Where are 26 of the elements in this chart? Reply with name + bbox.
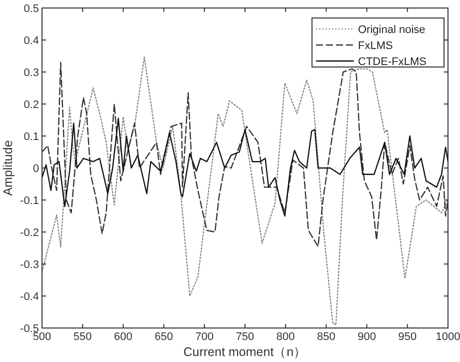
y-tick-label: -0.1 [20, 195, 39, 207]
x-tick-label: 800 [276, 331, 295, 343]
legend-label: Original noise [358, 24, 426, 36]
x-tick-label: 750 [236, 331, 254, 343]
y-tick-label: 0.3 [24, 67, 39, 79]
y-tick-label: 0.4 [24, 35, 39, 47]
x-tick-label: 500 [32, 331, 52, 343]
y-tick-label: 0.2 [24, 99, 39, 111]
legend-label: CTDE-FxLMS [358, 56, 426, 68]
y-tick-label: -0.2 [20, 227, 39, 239]
y-tick-label: 0 [32, 163, 39, 175]
x-tick-label: 600 [114, 331, 132, 343]
legend-label: FxLMS [358, 40, 393, 52]
x-tick-label: 850 [317, 331, 336, 343]
x-tick-label: 900 [358, 331, 376, 343]
x-tick-label: 700 [195, 331, 214, 343]
y-tick-label: 0.1 [24, 131, 39, 143]
x-tick-label: 1000 [436, 331, 460, 343]
y-tick-label: -0.3 [20, 259, 39, 271]
x-axis-title: Current moment（n） [183, 345, 307, 359]
x-tick-label: 950 [398, 331, 417, 343]
x-tick-label: 550 [73, 331, 92, 343]
y-axis-title: Amplitude [1, 140, 15, 196]
y-tick-label: 0.5 [24, 3, 39, 15]
x-tick-label: 650 [154, 331, 173, 343]
y-tick-label: -0.4 [20, 291, 39, 303]
